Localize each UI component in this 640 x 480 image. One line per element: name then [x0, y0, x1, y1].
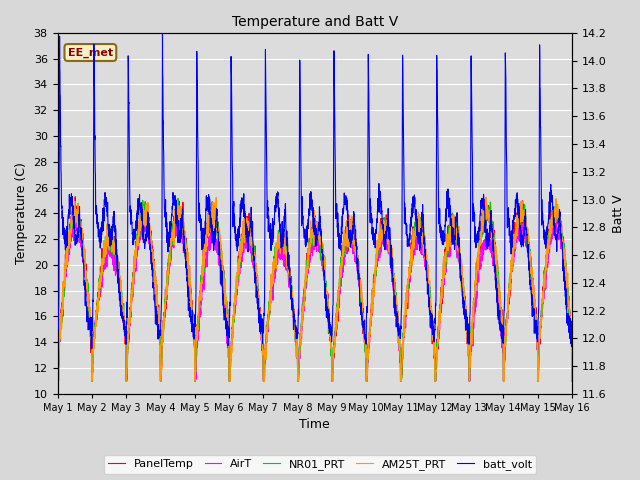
Y-axis label: Temperature (C): Temperature (C) — [15, 162, 28, 264]
Line: NR01_PRT: NR01_PRT — [58, 198, 572, 381]
Line: AirT: AirT — [58, 215, 572, 381]
Text: EE_met: EE_met — [68, 48, 113, 58]
AirT — [558, 241, 566, 247]
NR01_PRT — [251, 262, 259, 267]
AirT — [273, 260, 281, 266]
AM25T_PRT — [558, 235, 566, 241]
NR01_PRT — [143, 220, 150, 226]
X-axis label: Time: Time — [300, 419, 330, 432]
Title: Temperature and Batt V: Temperature and Batt V — [232, 15, 398, 29]
NR01_PRT — [54, 378, 61, 384]
PanelTemp — [251, 243, 259, 249]
AM25T_PRT — [54, 378, 61, 384]
PanelTemp — [113, 258, 120, 264]
Line: AM25T_PRT: AM25T_PRT — [58, 197, 572, 381]
batt_volt — [54, 343, 61, 349]
NR01_PRT — [113, 256, 120, 262]
Y-axis label: Batt V: Batt V — [612, 194, 625, 233]
AirT — [143, 230, 150, 236]
batt_volt — [88, 346, 95, 352]
PanelTemp — [502, 313, 510, 319]
Line: PanelTemp: PanelTemp — [58, 197, 572, 381]
AM25T_PRT — [143, 200, 150, 206]
NR01_PRT — [273, 245, 281, 251]
Legend: PanelTemp, AirT, NR01_PRT, AM25T_PRT, batt_volt: PanelTemp, AirT, NR01_PRT, AM25T_PRT, ba… — [104, 455, 536, 474]
batt_volt — [273, 200, 281, 205]
batt_volt — [159, 31, 166, 37]
batt_volt — [558, 239, 566, 245]
batt_volt — [503, 167, 511, 172]
batt_volt — [113, 260, 120, 265]
AM25T_PRT — [568, 378, 576, 384]
PanelTemp — [143, 220, 150, 226]
NR01_PRT — [502, 316, 510, 322]
PanelTemp — [71, 194, 79, 200]
AirT — [568, 378, 576, 384]
batt_volt — [252, 276, 259, 281]
AirT — [113, 271, 120, 276]
AM25T_PRT — [113, 260, 120, 265]
AirT — [54, 378, 61, 384]
AM25T_PRT — [502, 326, 510, 332]
NR01_PRT — [174, 195, 182, 201]
PanelTemp — [558, 236, 566, 241]
PanelTemp — [568, 378, 576, 384]
Line: batt_volt: batt_volt — [58, 34, 572, 349]
PanelTemp — [273, 246, 281, 252]
AM25T_PRT — [251, 256, 259, 262]
AirT — [502, 324, 510, 330]
batt_volt — [143, 223, 150, 229]
batt_volt — [568, 339, 576, 345]
AM25T_PRT — [273, 247, 281, 253]
NR01_PRT — [558, 236, 566, 242]
PanelTemp — [54, 378, 61, 384]
AirT — [70, 212, 78, 218]
NR01_PRT — [568, 378, 576, 384]
AM25T_PRT — [482, 194, 490, 200]
AirT — [251, 272, 259, 278]
